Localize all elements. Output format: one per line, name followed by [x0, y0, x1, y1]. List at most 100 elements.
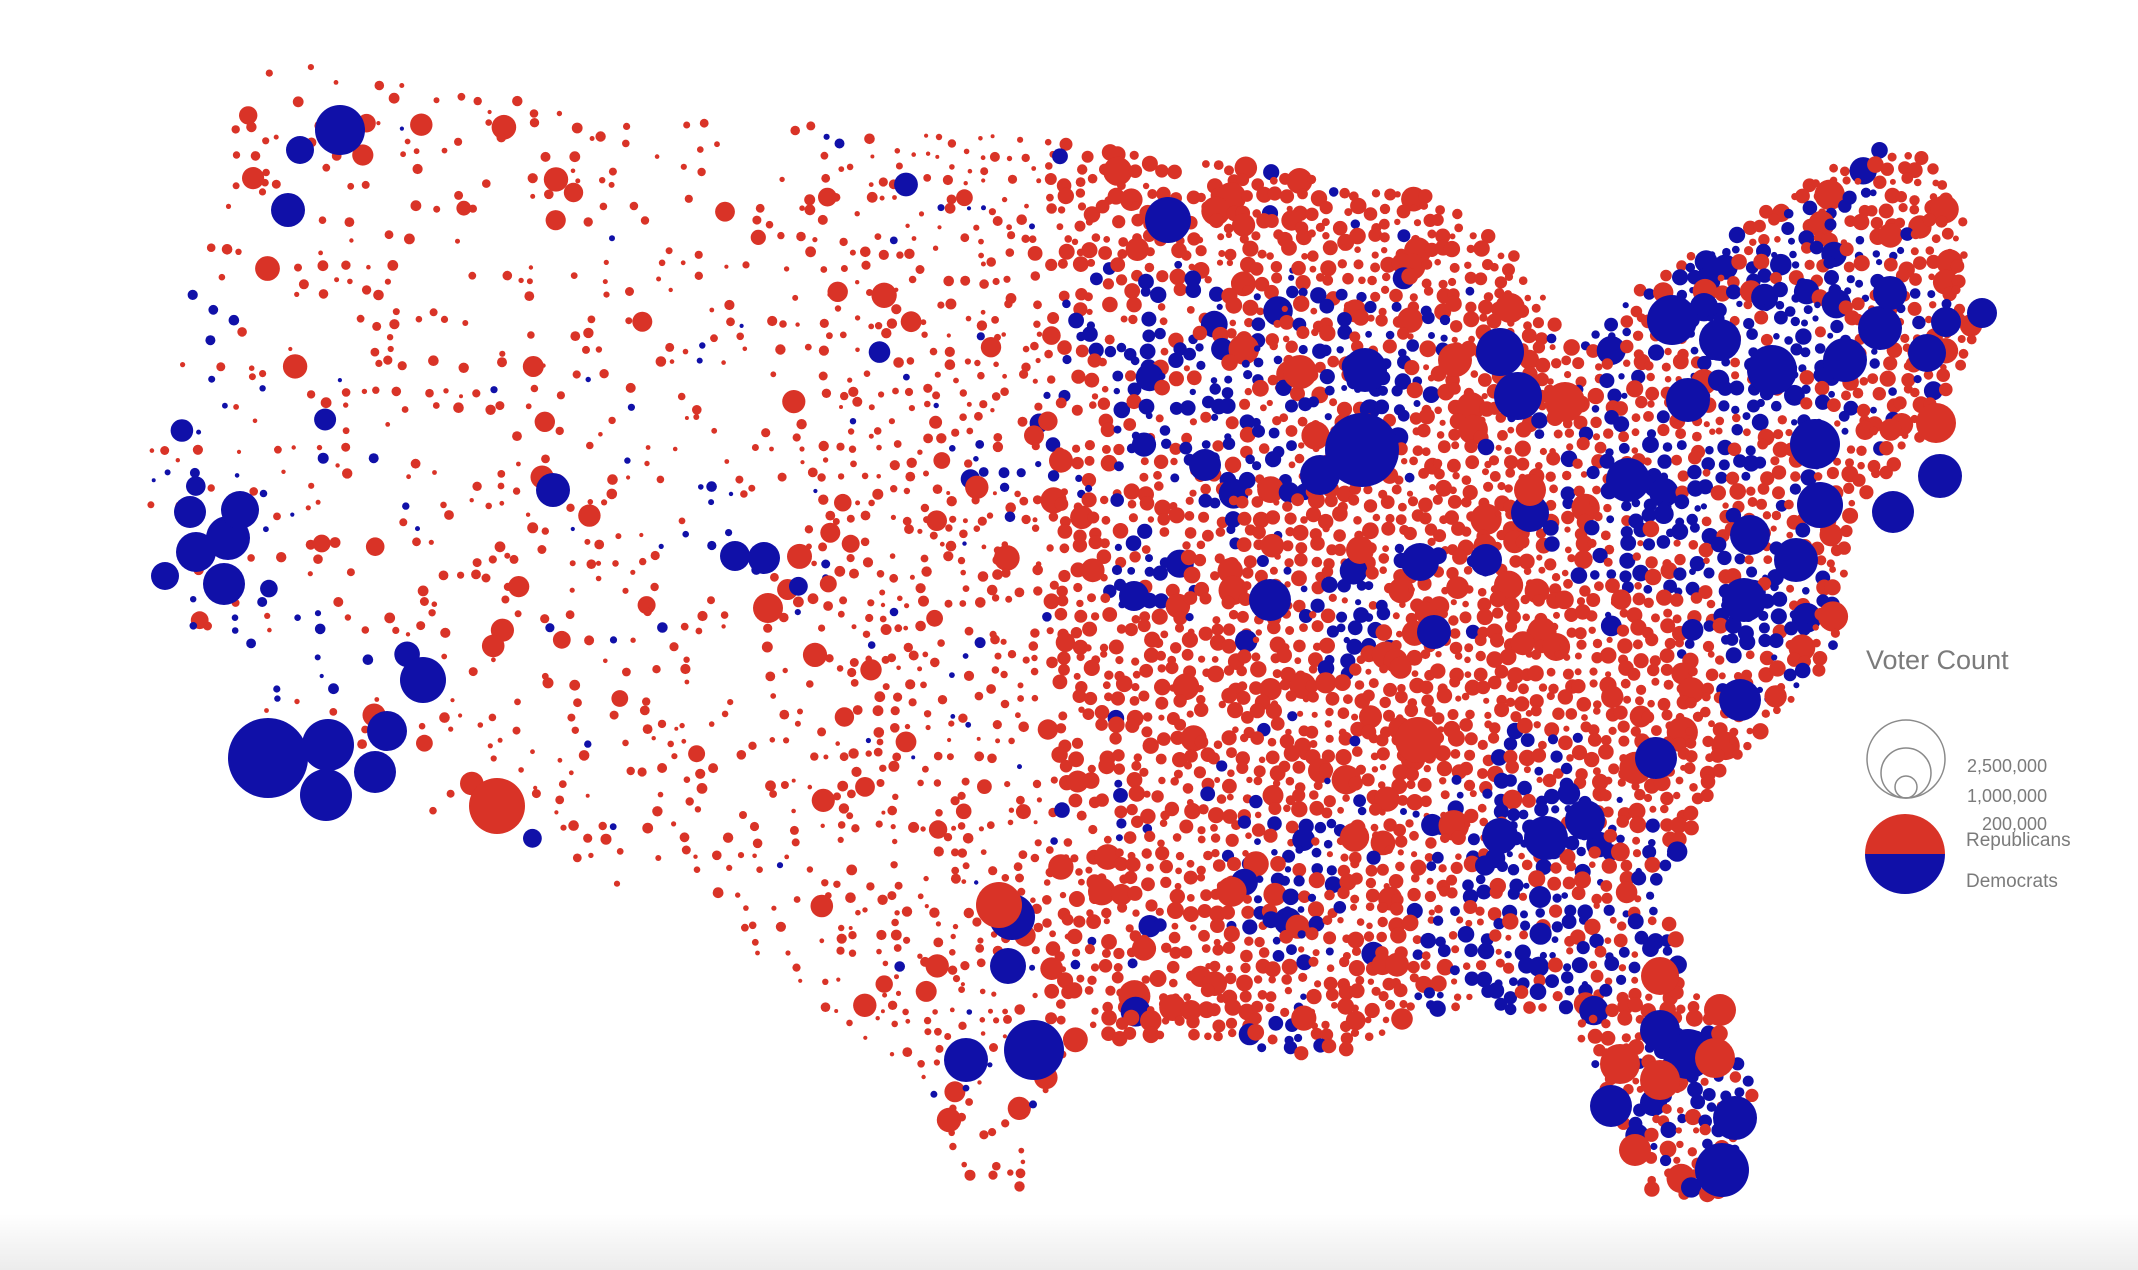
- county-bubble: [1126, 394, 1142, 410]
- county-bubble: [1159, 317, 1168, 326]
- county-bubble: [1033, 586, 1043, 596]
- county-bubble: [1649, 805, 1657, 813]
- county-bubble: [890, 723, 900, 733]
- county-bubble: [1210, 571, 1220, 581]
- county-bubble: [1102, 1001, 1113, 1013]
- county-bubble: [314, 654, 321, 661]
- county-bubble: [1365, 668, 1372, 675]
- county-bubble: [1754, 310, 1769, 325]
- county-bubble: [1627, 913, 1644, 930]
- county-bubble: [316, 444, 323, 451]
- county-bubble: [216, 362, 226, 372]
- county-bubble: [962, 862, 970, 870]
- county-bubble: [1377, 781, 1386, 789]
- county-bubble: [1768, 213, 1780, 226]
- county-bubble: [1213, 160, 1224, 171]
- county-bubble: [523, 828, 542, 848]
- county-bubble: [1576, 846, 1586, 857]
- county-bubble: [582, 345, 590, 354]
- county-bubble: [965, 315, 972, 322]
- county-bubble: [1254, 811, 1262, 819]
- county-bubble: [527, 173, 538, 184]
- county-bubble: [1349, 663, 1362, 676]
- county-bubble: [1270, 856, 1286, 872]
- county-bubble: [840, 391, 849, 401]
- county-bubble: [933, 846, 944, 857]
- county-bubble: [556, 110, 563, 117]
- county-bubble: [1632, 639, 1643, 650]
- county-bubble: [1337, 806, 1344, 814]
- county-bubble: [1104, 692, 1113, 702]
- county-bubble: [313, 554, 323, 564]
- county-bubble: [1183, 993, 1192, 1001]
- county-bubble: [1819, 523, 1843, 547]
- county-bubble: [868, 341, 891, 363]
- county-bubble: [1378, 553, 1390, 564]
- county-bubble: [545, 623, 555, 633]
- county-bubble: [1495, 948, 1502, 955]
- county-bubble: [889, 607, 899, 617]
- county-bubble: [1493, 804, 1509, 820]
- county-bubble: [1662, 442, 1673, 452]
- county-bubble: [950, 873, 961, 884]
- county-bubble: [1295, 275, 1311, 291]
- county-bubble: [655, 855, 662, 861]
- county-bubble: [1464, 656, 1471, 664]
- county-bubble: [1317, 660, 1335, 677]
- county-bubble: [1153, 593, 1169, 609]
- county-bubble: [1539, 294, 1546, 301]
- county-bubble: [1300, 993, 1307, 1000]
- county-bubble: [1034, 402, 1043, 411]
- county-bubble: [1464, 679, 1481, 696]
- county-bubble: [298, 279, 309, 290]
- county-bubble: [1951, 274, 1966, 289]
- county-bubble: [891, 304, 902, 315]
- county-bubble: [794, 720, 801, 727]
- county-bubble: [1155, 1030, 1165, 1040]
- county-bubble: [1622, 327, 1631, 337]
- county-bubble: [1450, 749, 1461, 759]
- county-bubble: [1689, 522, 1700, 533]
- county-bubble: [337, 378, 342, 383]
- county-bubble: [1224, 248, 1237, 261]
- county-bubble: [978, 238, 984, 245]
- county-bubble: [384, 612, 396, 624]
- county-bubble: [1632, 836, 1641, 845]
- county-bubble: [908, 650, 919, 661]
- county-bubble: [1448, 615, 1459, 626]
- county-bubble: [1090, 963, 1100, 972]
- county-bubble: [966, 1009, 973, 1015]
- county-bubble: [1617, 1010, 1633, 1026]
- county-bubble: [1022, 345, 1030, 353]
- county-bubble: [1015, 1168, 1026, 1179]
- county-bubble: [791, 808, 796, 814]
- county-bubble: [1076, 810, 1087, 821]
- county-bubble: [1406, 382, 1423, 399]
- county-bubble: [1306, 988, 1322, 1005]
- county-bubble: [680, 663, 691, 675]
- county-bubble: [1664, 375, 1672, 383]
- county-bubble: [1764, 685, 1787, 708]
- metro-bubble: [1713, 1096, 1757, 1140]
- county-bubble: [1551, 936, 1559, 943]
- metro-bubble: [1704, 994, 1736, 1026]
- county-bubble: [1895, 191, 1908, 203]
- county-bubble: [1336, 623, 1346, 633]
- county-bubble: [1521, 328, 1537, 344]
- county-bubble: [1656, 589, 1673, 606]
- county-bubble: [902, 1047, 913, 1057]
- county-bubble: [1008, 807, 1015, 813]
- county-bubble: [1305, 506, 1322, 523]
- county-bubble: [740, 490, 748, 498]
- county-bubble: [1265, 750, 1280, 765]
- county-bubble: [1481, 229, 1496, 244]
- county-bubble: [488, 555, 497, 564]
- county-bubble: [1859, 377, 1869, 386]
- county-bubble: [875, 820, 883, 828]
- county-bubble: [1733, 672, 1743, 681]
- county-bubble: [1031, 166, 1037, 171]
- county-bubble: [1263, 828, 1278, 843]
- county-bubble: [1649, 477, 1679, 508]
- county-bubble: [1272, 936, 1281, 945]
- county-bubble: [1042, 326, 1061, 345]
